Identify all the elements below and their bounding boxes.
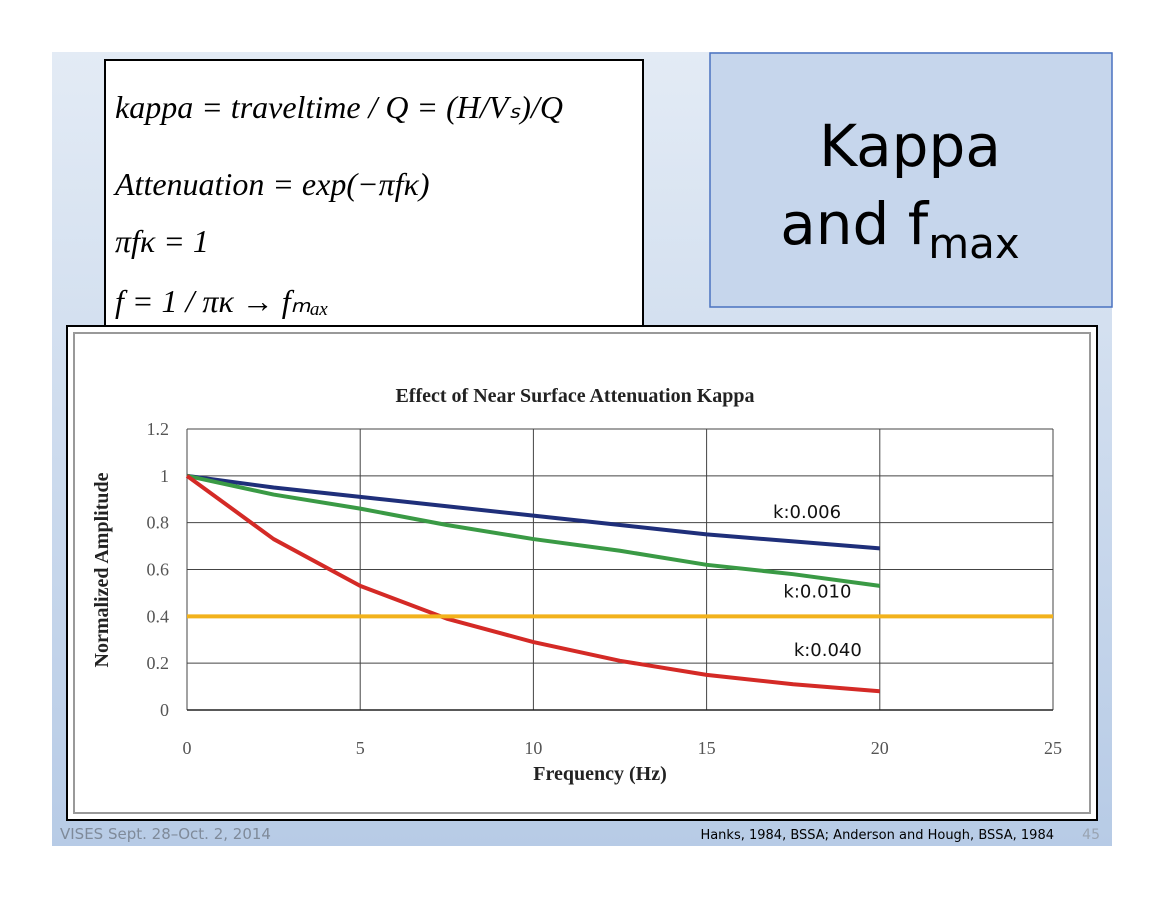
equation: πfκ = 1 <box>115 223 209 259</box>
equation: f = 1 / πκ → fₘₐₓ <box>115 283 329 319</box>
data-line <box>185 474 880 694</box>
equations: kappa = traveltime / Q = (H/Vₛ)/Q Attenu… <box>113 89 563 319</box>
data-line <box>186 473 880 551</box>
line-label: k:0.006 <box>773 502 841 523</box>
slide-title-subscript: max <box>928 219 1020 268</box>
equation-box <box>104 59 644 327</box>
title-box <box>709 52 1113 308</box>
y-tick-label: 1.2 <box>147 419 170 439</box>
page-number: 45 <box>1082 827 1100 843</box>
equation: kappa = traveltime / Q = (H/Vₛ)/Q <box>115 89 563 125</box>
x-tick-label: 5 <box>356 738 365 758</box>
line-label: k:0.010 <box>783 582 851 603</box>
slide-title: and fmax <box>780 190 1020 268</box>
slide-title-text: and f <box>780 190 930 258</box>
x-axis-label: Frequency (Hz) <box>533 763 667 785</box>
y-tick-label: 0.4 <box>147 606 170 626</box>
plot-area: 0 0.2 0.4 0.6 0.8 1 1.2 0 5 10 15 20 25 k:0.006 k:0.01… <box>147 419 1063 758</box>
y-tick-label: 1 <box>160 466 169 486</box>
y-tick-label: 0.6 <box>147 560 170 580</box>
data-line <box>186 473 881 588</box>
footer-right: Hanks, 1984, BSSA; Anderson and Hough, B… <box>700 828 1054 843</box>
slide-title: Kappa <box>819 112 1001 180</box>
line-label: k:0.040 <box>794 640 862 661</box>
chart-inner-frame <box>73 332 1091 814</box>
y-tick-label: 0 <box>160 700 169 720</box>
y-tick-label: 0.8 <box>147 513 170 533</box>
x-tick-label: 15 <box>698 738 716 758</box>
x-tick-label: 25 <box>1044 738 1062 758</box>
chart-title: Effect of Near Surface Attenuation Kappa <box>395 385 754 407</box>
x-tick-label: 20 <box>871 738 889 758</box>
x-tick-label: 10 <box>524 738 542 758</box>
footer-left: VISES Sept. 28–Oct. 2, 2014 <box>60 825 271 843</box>
y-tick-label: 0.2 <box>147 653 170 673</box>
x-tick-label: 0 <box>183 738 192 758</box>
y-axis-label: Normalized Amplitude <box>91 472 113 667</box>
equation: Attenuation = exp(−πfκ) <box>113 166 430 202</box>
